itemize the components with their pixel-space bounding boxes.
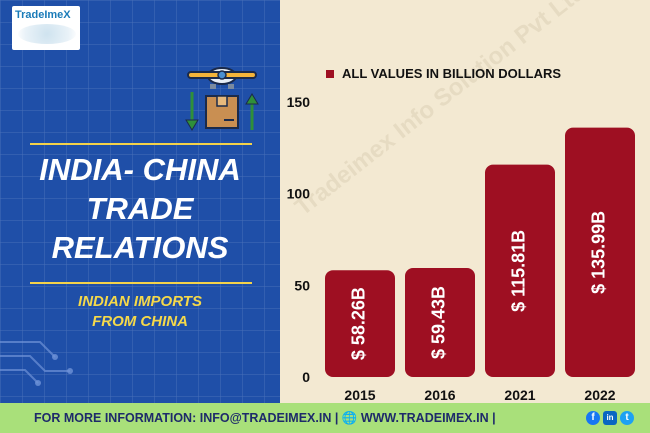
subtitle-line: INDIAN IMPORTS (78, 293, 202, 310)
package-icon (205, 95, 239, 129)
title-line: RELATIONS (51, 230, 229, 265)
subtitle-line: FROM CHINA (92, 313, 188, 330)
subtitle: INDIAN IMPORTS FROM CHINA (0, 292, 280, 332)
footer-text: FOR MORE INFORMATION: INFO@TRADEIMEX.IN … (34, 411, 496, 425)
title-line: INDIA- CHINA (39, 152, 241, 187)
footer: FOR MORE INFORMATION: INFO@TRADEIMEX.IN … (0, 403, 650, 433)
arrow-up-icon (245, 93, 259, 130)
chart-legend: ALL VALUES IN BILLION DOLLARS (326, 66, 561, 81)
logo: TradeImeX (12, 6, 80, 50)
legend-label: ALL VALUES IN BILLION DOLLARS (342, 66, 562, 81)
airplane-icon (187, 67, 257, 89)
background-grid (0, 0, 280, 403)
globe-map-icon (18, 24, 76, 44)
twitter-icon[interactable]: t (620, 411, 634, 425)
page-title: INDIA- CHINA TRADE RELATIONS (0, 150, 280, 267)
trade-icon (180, 62, 264, 136)
legend-swatch (326, 69, 334, 78)
logo-text: TradeImeX (15, 9, 71, 21)
title-bottom-rule (30, 282, 252, 284)
title-top-rule (30, 143, 252, 145)
facebook-icon[interactable]: f (586, 411, 600, 425)
chart-panel (280, 0, 650, 403)
title-line: TRADE (86, 191, 194, 226)
arrow-down-icon (185, 92, 199, 131)
circuit-decoration (0, 341, 73, 386)
left-panel: TradeImeX (0, 0, 280, 403)
linkedin-icon[interactable]: in (603, 411, 617, 425)
